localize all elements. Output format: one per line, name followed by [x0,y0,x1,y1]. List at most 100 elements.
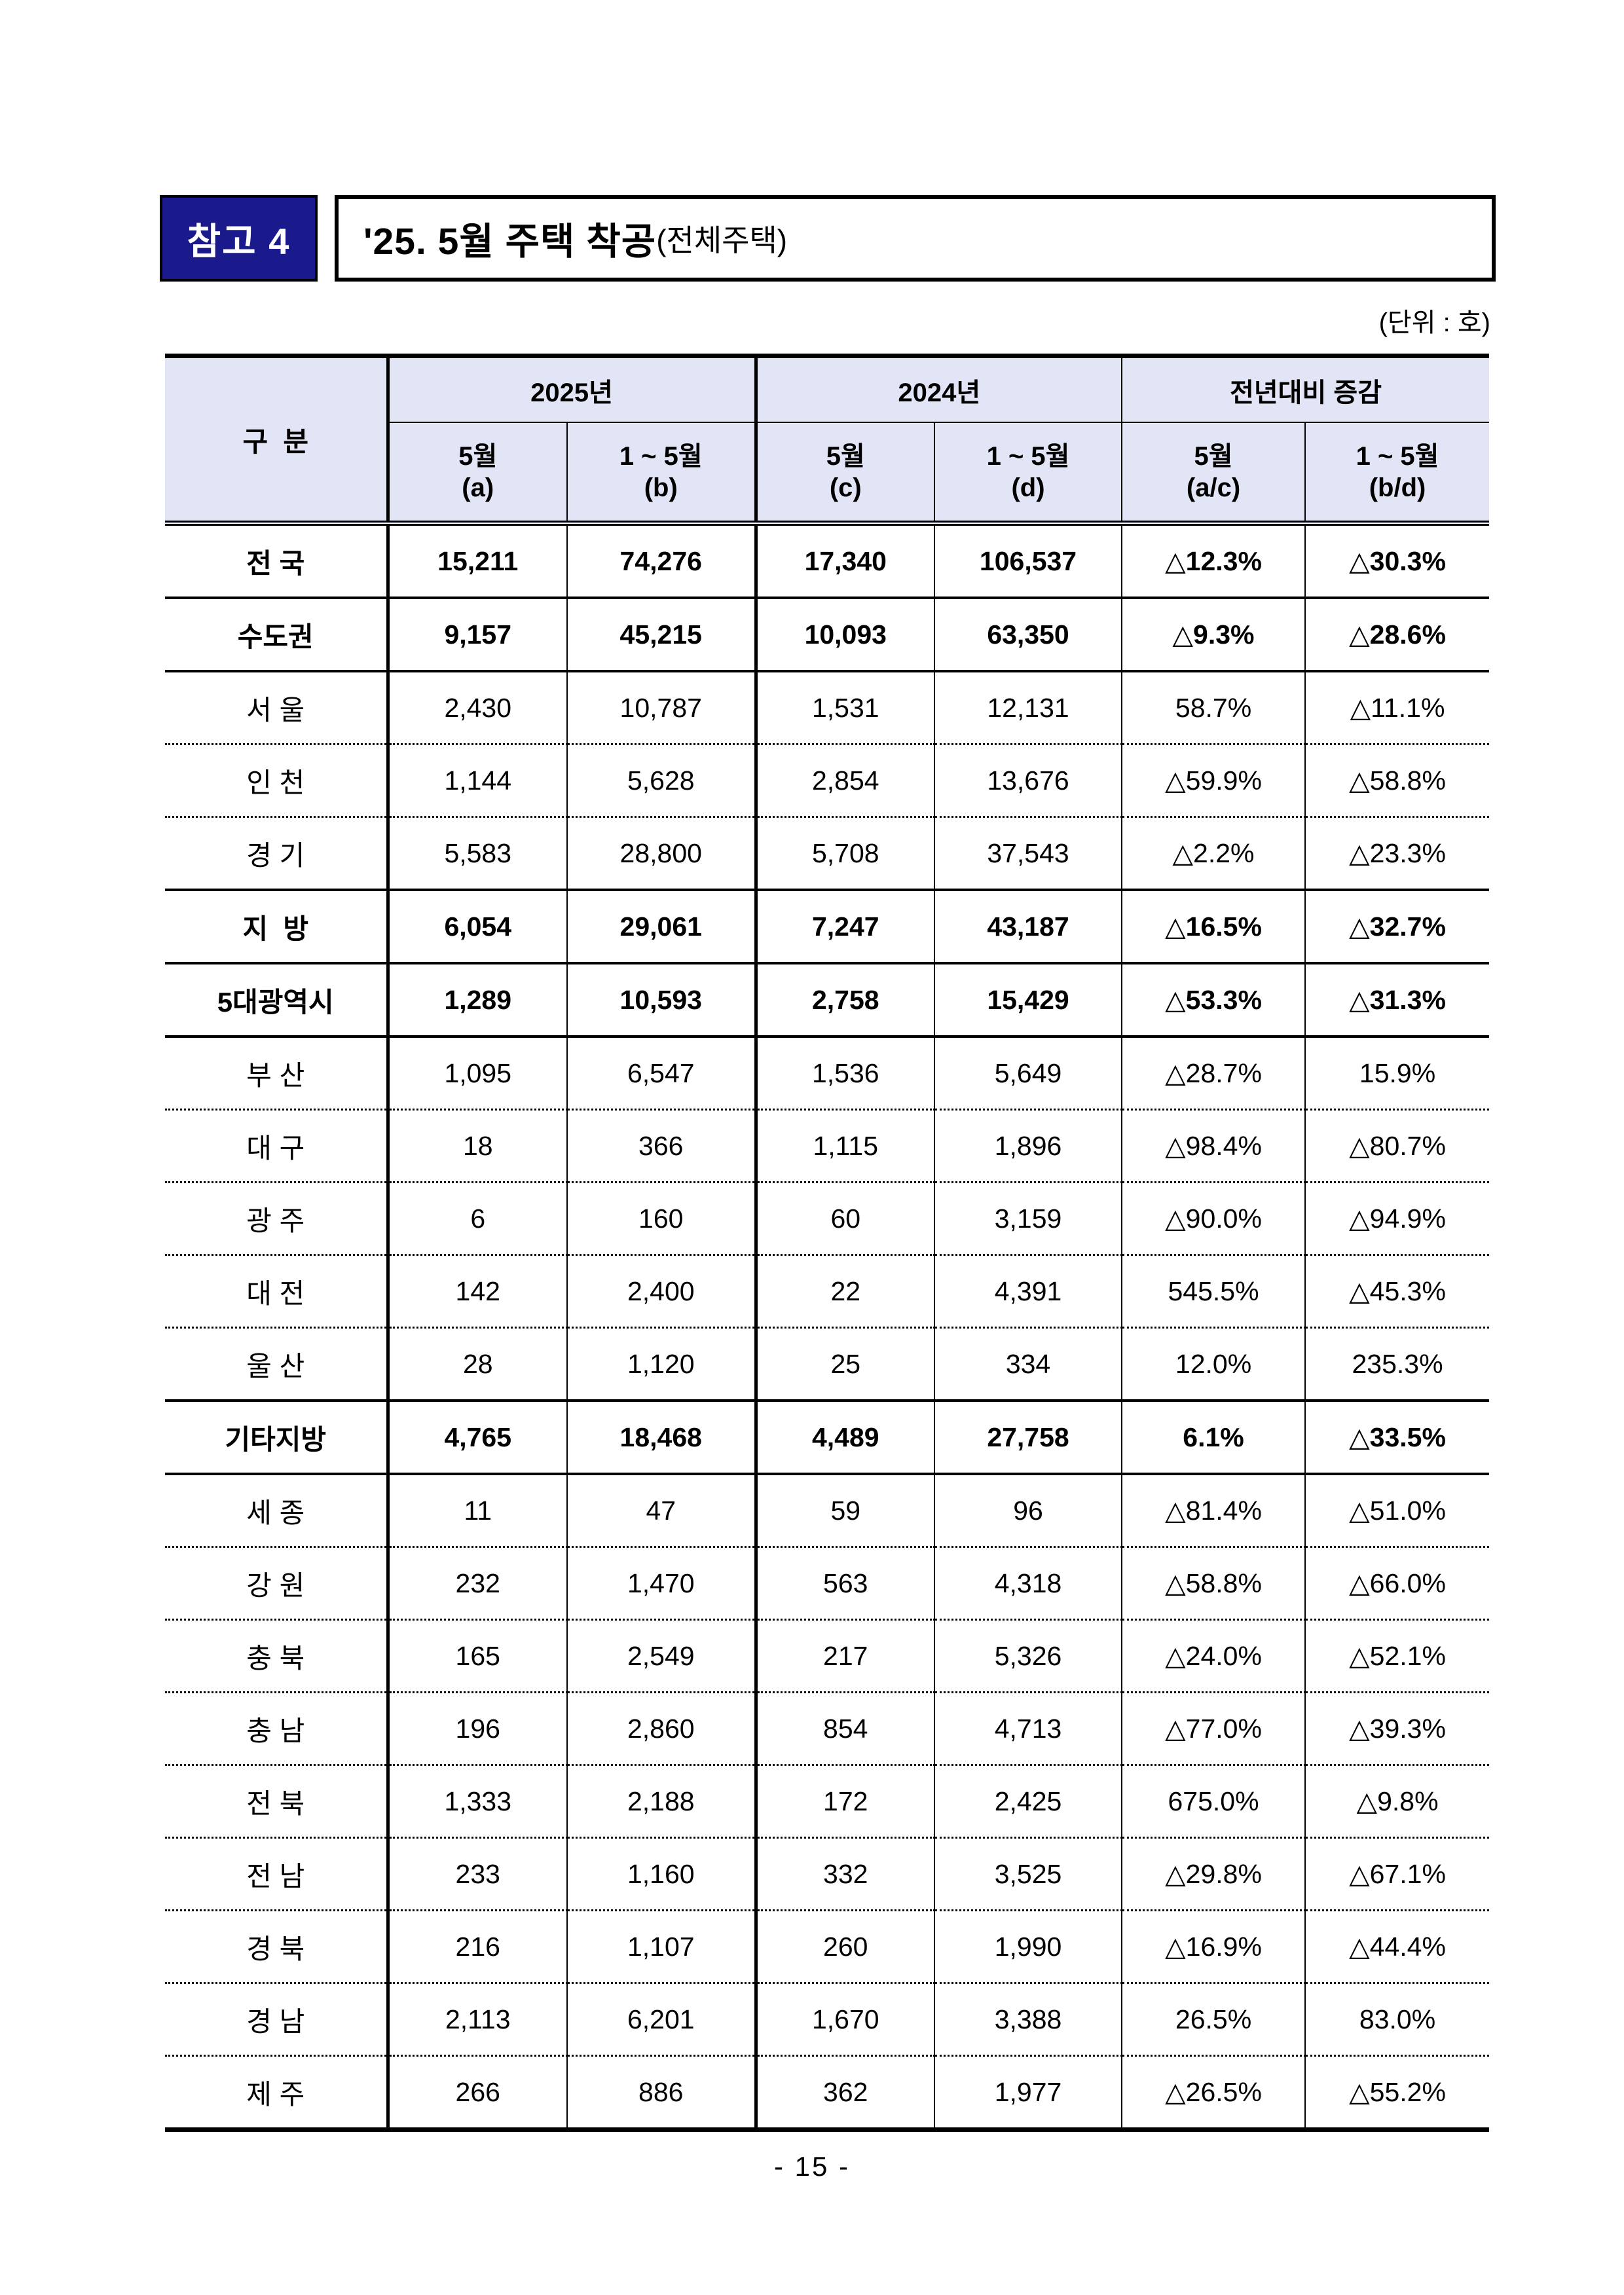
value-cell: 106,537 [934,523,1123,599]
column-group-2025: 2025년 [388,356,758,423]
value-cell: 1,160 [567,1837,758,1911]
row-label: 전 북 [165,1765,390,1839]
value-cell: 6 [388,1182,568,1256]
row-label: 세 종 [165,1474,390,1548]
column-header-jan-may-b: 1 ~ 5월 (b) [567,422,758,526]
reference-badge: 참고 4 [160,195,318,282]
value-cell: △90.0% [1122,1182,1306,1256]
value-cell: 10,593 [567,963,758,1038]
value-cell: 43,187 [934,890,1123,964]
value-cell: 37,543 [934,817,1123,891]
value-cell: 2,188 [567,1765,758,1839]
value-cell: 10,787 [567,671,758,745]
value-cell: 2,854 [756,744,936,818]
value-cell: 6,054 [388,890,568,964]
column-header-may-c: 5월 (c) [756,422,936,526]
value-cell: 12,131 [934,671,1123,745]
value-cell: 1,990 [934,1910,1123,1984]
row-label: 경 북 [165,1910,390,1984]
value-cell: 233 [388,1837,568,1911]
value-cell: 47 [567,1474,758,1548]
value-cell: △39.3% [1305,1692,1490,1766]
value-cell: 4,391 [934,1255,1123,1329]
value-cell: 266 [388,2055,568,2130]
column-group-2024: 2024년 [756,356,1123,423]
row-label: 전 남 [165,1837,390,1911]
value-cell: 1,977 [934,2055,1123,2130]
value-cell: 1,107 [567,1910,758,1984]
value-cell: 3,388 [934,1983,1123,2057]
value-cell: 25 [756,1327,936,1402]
value-cell: 15,429 [934,963,1123,1038]
value-cell: 165 [388,1619,568,1693]
value-cell: 10,093 [756,598,936,672]
value-cell: △81.4% [1122,1474,1306,1548]
value-cell: 5,583 [388,817,568,891]
value-cell: △55.2% [1305,2055,1490,2130]
row-label: 서 울 [165,671,390,745]
value-cell: 675.0% [1122,1765,1306,1839]
table-row: 광 주 6 160 60 3,159 △90.0% △94.9% [165,1182,1490,1256]
value-cell: 563 [756,1547,936,1621]
title-box: '25. 5월 주택 착공 (전체주택) [335,195,1496,282]
value-cell: 3,525 [934,1837,1123,1911]
value-cell: 172 [756,1765,936,1839]
value-cell: 2,430 [388,671,568,745]
row-label: 충 북 [165,1619,390,1693]
value-cell: △98.4% [1122,1109,1306,1183]
value-cell: 7,247 [756,890,936,964]
value-cell: 1,289 [388,963,568,1038]
value-cell: △33.5% [1305,1401,1490,1475]
table-row: 제 주 266 886 362 1,977 △26.5% △55.2% [165,2055,1490,2130]
table-row: 서 울 2,430 10,787 1,531 12,131 58.7% △11.1% [165,671,1490,745]
value-cell: 2,549 [567,1619,758,1693]
value-cell: 2,400 [567,1255,758,1329]
value-cell: 29,061 [567,890,758,964]
table-row: 전 남 233 1,160 332 3,525 △29.8% △67.1% [165,1837,1490,1911]
value-cell: △94.9% [1305,1182,1490,1256]
value-cell: △26.5% [1122,2055,1306,2130]
value-cell: 6,201 [567,1983,758,2057]
value-cell: 6,547 [567,1037,758,1111]
column-header-jan-may-bd: 1 ~ 5월 (b/d) [1305,422,1490,526]
row-label: 기타지방 [165,1401,390,1475]
value-cell: △51.0% [1305,1474,1490,1548]
value-cell: 45,215 [567,598,758,672]
value-cell: 5,628 [567,744,758,818]
row-label: 경 기 [165,817,390,891]
value-cell: △29.8% [1122,1837,1306,1911]
value-cell: 58.7% [1122,671,1306,745]
value-cell: 18,468 [567,1401,758,1475]
value-cell: 74,276 [567,523,758,599]
table-header: 구 분 2025년 2024년 전년대비 증감 5월 (a) 1 ~ 5월 (b… [165,356,1490,526]
value-cell: 4,713 [934,1692,1123,1766]
table-row: 지 방 6,054 29,061 7,247 43,187 △16.5% △32.7% [165,890,1490,964]
table-row: 경 북 216 1,107 260 1,990 △16.9% △44.4% [165,1910,1490,1984]
table-row: 전 북 1,333 2,188 172 2,425 675.0% △9.8% [165,1765,1490,1839]
value-cell: 15.9% [1305,1037,1490,1111]
value-cell: △30.3% [1305,523,1490,599]
value-cell: 1,095 [388,1037,568,1111]
column-header-may-ac: 5월 (a/c) [1122,422,1306,526]
value-cell: 232 [388,1547,568,1621]
value-cell: 63,350 [934,598,1123,672]
table-header-sub-row: 5월 (a) 1 ~ 5월 (b) 5월 (c) 1 ~ 5월 (d) 5월 (… [165,422,1490,526]
value-cell: 1,670 [756,1983,936,2057]
table-row: 기타지방 4,765 18,468 4,489 27,758 6.1% △33.5% [165,1401,1490,1475]
value-cell: △11.1% [1305,671,1490,745]
value-cell: 545.5% [1122,1255,1306,1329]
value-cell: 1,470 [567,1547,758,1621]
table-row: 울 산 28 1,120 25 334 12.0% 235.3% [165,1327,1490,1402]
row-label: 수도권 [165,598,390,672]
value-cell: △66.0% [1305,1547,1490,1621]
value-cell: 83.0% [1305,1983,1490,2057]
value-cell: 332 [756,1837,936,1911]
value-cell: 5,326 [934,1619,1123,1693]
value-cell: 12.0% [1122,1327,1306,1402]
value-cell: △44.4% [1305,1910,1490,1984]
page-title-suffix: (전체주택) [656,223,788,257]
value-cell: △32.7% [1305,890,1490,964]
value-cell: 5,708 [756,817,936,891]
table-row: 부 산 1,095 6,547 1,536 5,649 △28.7% 15.9% [165,1037,1490,1111]
value-cell: 17,340 [756,523,936,599]
